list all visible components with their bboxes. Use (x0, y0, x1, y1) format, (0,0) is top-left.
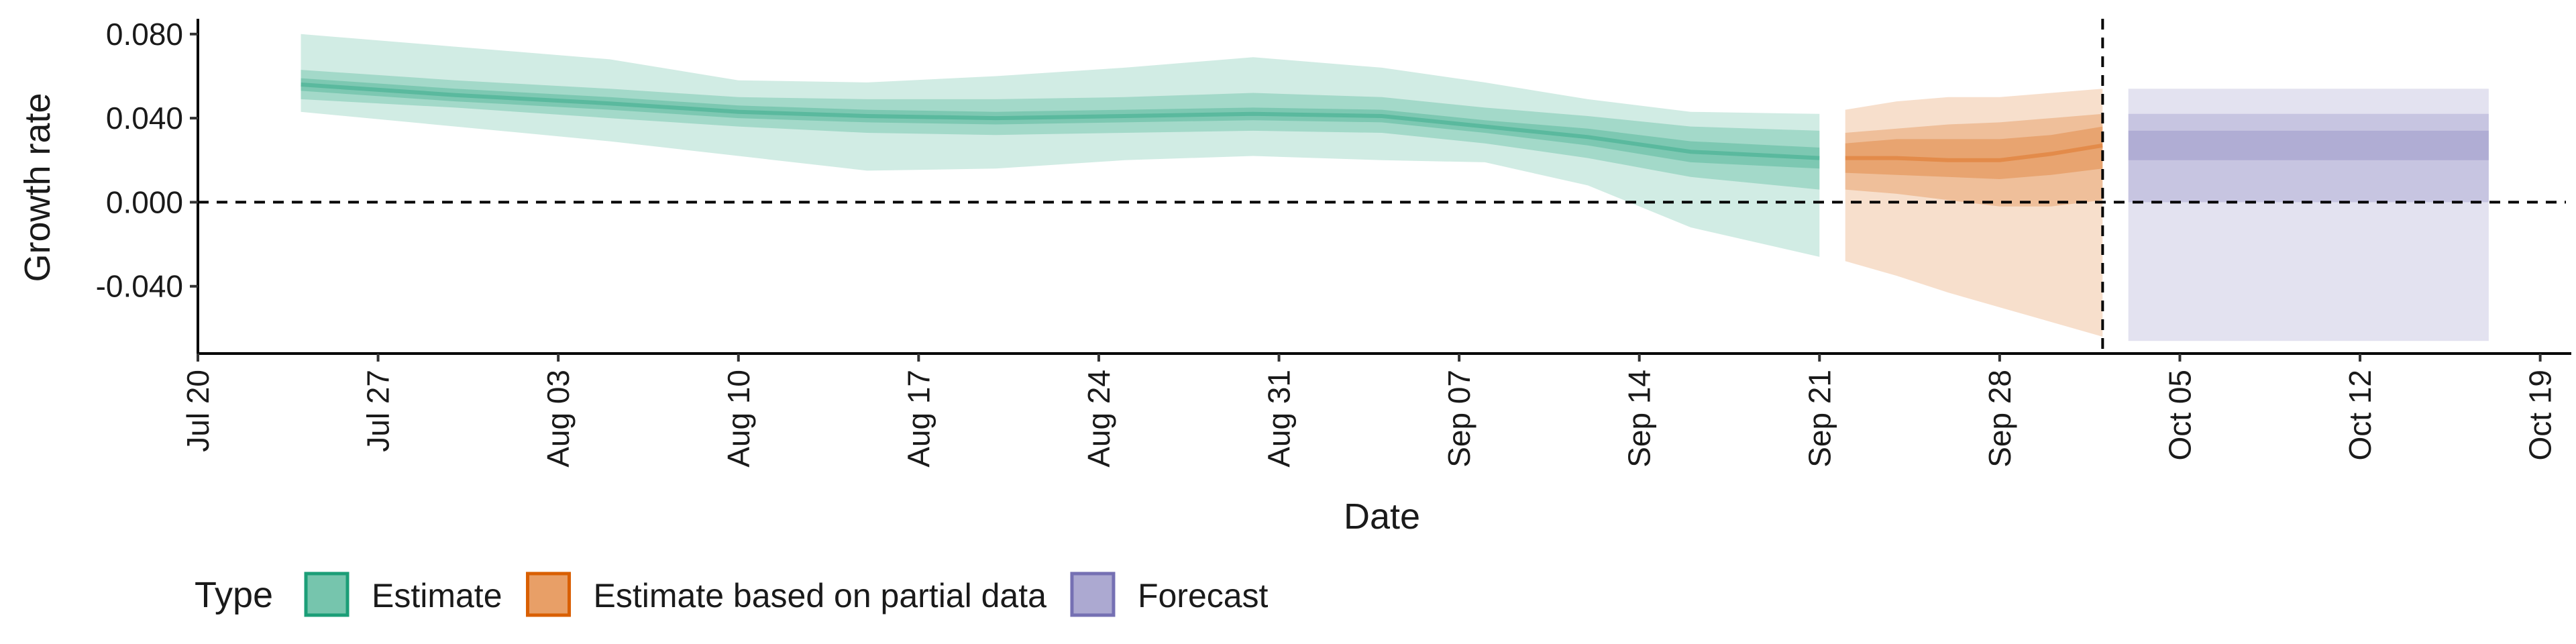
estimate-based-on-partial-data-band-outer (1845, 89, 2103, 337)
x-tick-label: Aug 24 (1081, 370, 1116, 468)
x-tick-label: Sep 28 (1982, 370, 2017, 468)
estimate-band-mid (301, 70, 1820, 190)
forecast-band-inner (2128, 130, 2489, 160)
estimate-based-on-partial-data-band-inner (1845, 126, 2103, 179)
legend-label-estimate-based-on-partial-data: Estimate based on partial data (594, 577, 1047, 614)
estimate-median-line (301, 83, 1820, 160)
legend-label-estimate: Estimate (372, 577, 502, 614)
x-tick-label: Sep 14 (1622, 370, 1657, 468)
legend-key-estimate-based-on-partial-data (526, 572, 572, 617)
x-tick-label: Sep 21 (1802, 370, 1837, 468)
bands-layer (301, 34, 2489, 341)
axes: 0.080 0.040 0.000 -0.040 Jul 20 Jul 27 Aug 03 A… (17, 17, 2571, 537)
reference-lines (198, 19, 2566, 354)
legend: Type Estimate Estimate based on partial da… (195, 572, 1269, 617)
legend-title: Type (195, 575, 273, 615)
estimate-band-outer (301, 34, 1820, 257)
legend-key-forecast (1070, 572, 1116, 617)
y-tick-label: 0.040 (106, 101, 183, 136)
forecast-band-outer (2128, 89, 2489, 341)
x-tick-label: Aug 17 (901, 370, 936, 468)
estimate-based-on-partial-data-band-mid (1845, 113, 2103, 207)
y-tick-label: -0.040 (96, 269, 183, 304)
x-tick-label: Jul 27 (361, 370, 396, 452)
x-tick-label: Oct 19 (2523, 370, 2558, 461)
x-tick-label: Aug 03 (541, 370, 576, 468)
y-axis-title: Growth rate (17, 93, 58, 282)
x-tick-label: Aug 31 (1262, 370, 1297, 468)
x-tick-label: Oct 05 (2162, 370, 2197, 461)
x-tick-label: Jul 20 (180, 370, 215, 452)
legend-label-forecast: Forecast (1138, 577, 1269, 614)
legend-key-estimate (304, 572, 350, 617)
estimate-based-on-partial-data-median-line (1845, 143, 2103, 162)
forecast-band-mid (2128, 113, 2489, 203)
y-tick-label: 0.000 (106, 184, 183, 219)
x-tick-label: Sep 07 (1442, 370, 1477, 468)
x-axis-title: Date (1344, 496, 1420, 537)
x-tick-label: Oct 12 (2343, 370, 2377, 461)
x-tick-label: Aug 10 (721, 370, 756, 468)
y-tick-label: 0.080 (106, 17, 183, 52)
estimate-band-inner (301, 78, 1820, 169)
